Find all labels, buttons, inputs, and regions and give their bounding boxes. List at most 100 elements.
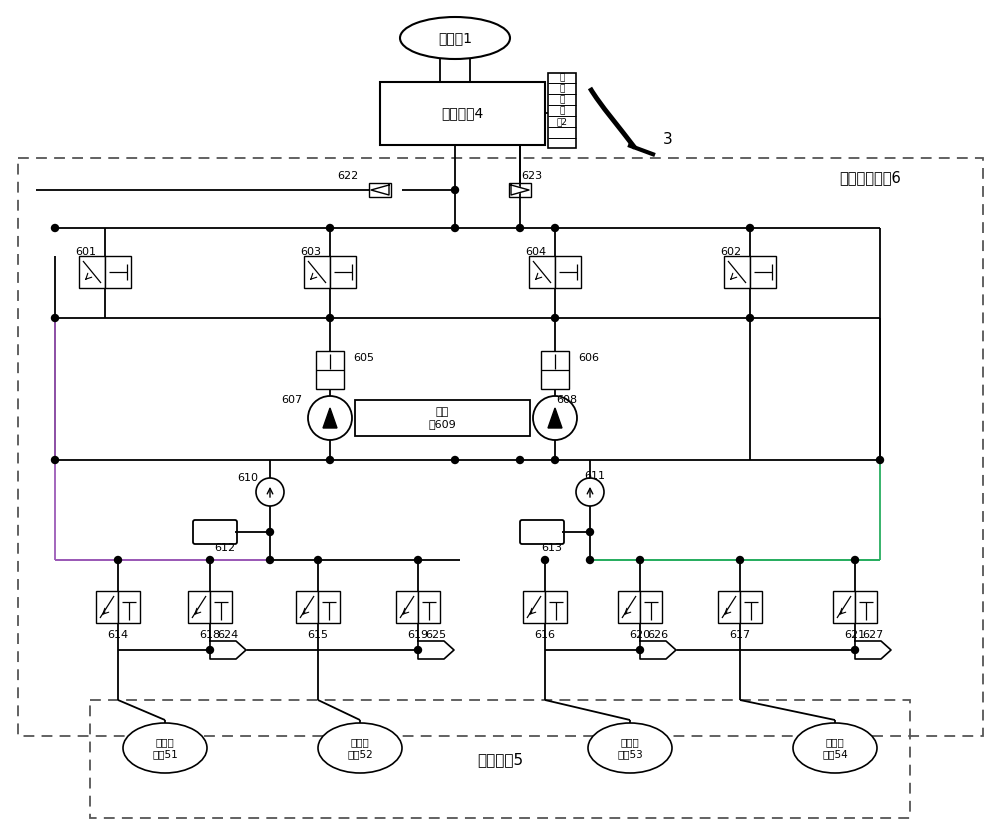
Ellipse shape [123,723,207,773]
Text: 602: 602 [720,247,741,257]
Bar [330,256,356,288]
Bar [79,256,105,288]
Text: 真: 真 [559,73,565,82]
Circle shape [256,478,284,506]
Text: 613: 613 [541,543,562,553]
Ellipse shape [318,723,402,773]
Bar [718,591,740,623]
Polygon shape [418,641,454,659]
Circle shape [207,557,214,563]
Text: 左前轮
轮缸52: 左前轮 轮缸52 [347,737,373,759]
Bar [369,183,391,197]
Text: 606: 606 [578,353,600,363]
Circle shape [415,557,422,563]
Bar [396,591,418,623]
Text: 泵电
机609: 泵电 机609 [428,407,456,428]
Circle shape [326,225,334,231]
Polygon shape [855,641,891,659]
Bar [316,351,344,389]
Circle shape [266,557,274,563]
Circle shape [52,314,58,321]
Circle shape [746,314,754,321]
Ellipse shape [793,723,877,773]
Text: 616: 616 [534,630,556,640]
Text: 610: 610 [238,473,258,483]
Bar [724,256,750,288]
Text: 619: 619 [407,630,429,640]
Text: 制动主缸4: 制动主缸4 [441,106,483,120]
Circle shape [52,457,58,463]
Bar [548,73,576,148]
Bar [855,591,877,623]
Text: 助: 助 [559,96,565,105]
Bar [545,591,567,623]
Bar [618,591,640,623]
Bar [833,591,855,623]
Bar [380,82,545,145]
Circle shape [576,478,604,506]
Text: 601: 601 [75,247,96,257]
Bar [640,591,662,623]
Bar [509,183,531,197]
Text: 储油室1: 储油室1 [438,31,472,45]
Circle shape [736,557,744,563]
Bar [418,591,440,623]
Circle shape [326,457,334,463]
Circle shape [266,528,274,536]
Text: 608: 608 [556,395,578,405]
Text: 622: 622 [337,171,359,181]
Text: 624: 624 [217,630,239,640]
Circle shape [415,646,422,653]
Text: 604: 604 [525,247,546,257]
Text: 制动轮缸5: 制动轮缸5 [477,752,523,767]
Circle shape [314,557,322,563]
Circle shape [308,396,352,440]
FancyBboxPatch shape [520,520,564,544]
Text: 603: 603 [300,247,321,257]
Text: 623: 623 [521,171,543,181]
Bar [523,591,545,623]
Text: 621: 621 [844,630,866,640]
Circle shape [452,186,458,194]
Bar [296,591,318,623]
Text: 力: 力 [559,106,565,116]
Circle shape [852,557,858,563]
Bar [318,591,340,623]
Circle shape [586,528,594,536]
Text: 压力调节模块6: 压力调节模块6 [839,171,901,186]
Text: 空: 空 [559,85,565,93]
Circle shape [552,225,558,231]
Polygon shape [323,408,337,428]
Ellipse shape [588,723,672,773]
Circle shape [452,225,458,231]
Circle shape [207,646,214,653]
Polygon shape [371,185,389,195]
Circle shape [516,457,524,463]
Text: 625: 625 [425,630,447,640]
Circle shape [586,557,594,563]
Bar [555,256,581,288]
Text: 615: 615 [308,630,328,640]
Text: 605: 605 [354,353,374,363]
Bar [750,256,776,288]
Polygon shape [548,408,562,428]
Text: 右前轮
轮缸53: 右前轮 轮缸53 [617,737,643,759]
Polygon shape [640,641,676,659]
Text: 618: 618 [199,630,221,640]
Text: 620: 620 [629,630,651,640]
Text: 右后轮
轮缸51: 右后轮 轮缸51 [152,737,178,759]
Circle shape [452,457,458,463]
Text: 607: 607 [281,395,303,405]
Circle shape [746,225,754,231]
FancyBboxPatch shape [193,520,237,544]
Circle shape [52,225,58,231]
Bar [118,591,140,623]
Bar [304,256,330,288]
Text: 左后轮
轮缸54: 左后轮 轮缸54 [822,737,848,759]
Circle shape [552,457,558,463]
Circle shape [516,225,524,231]
Text: 617: 617 [729,630,751,640]
Circle shape [326,314,334,321]
Ellipse shape [400,17,510,59]
Circle shape [637,557,644,563]
